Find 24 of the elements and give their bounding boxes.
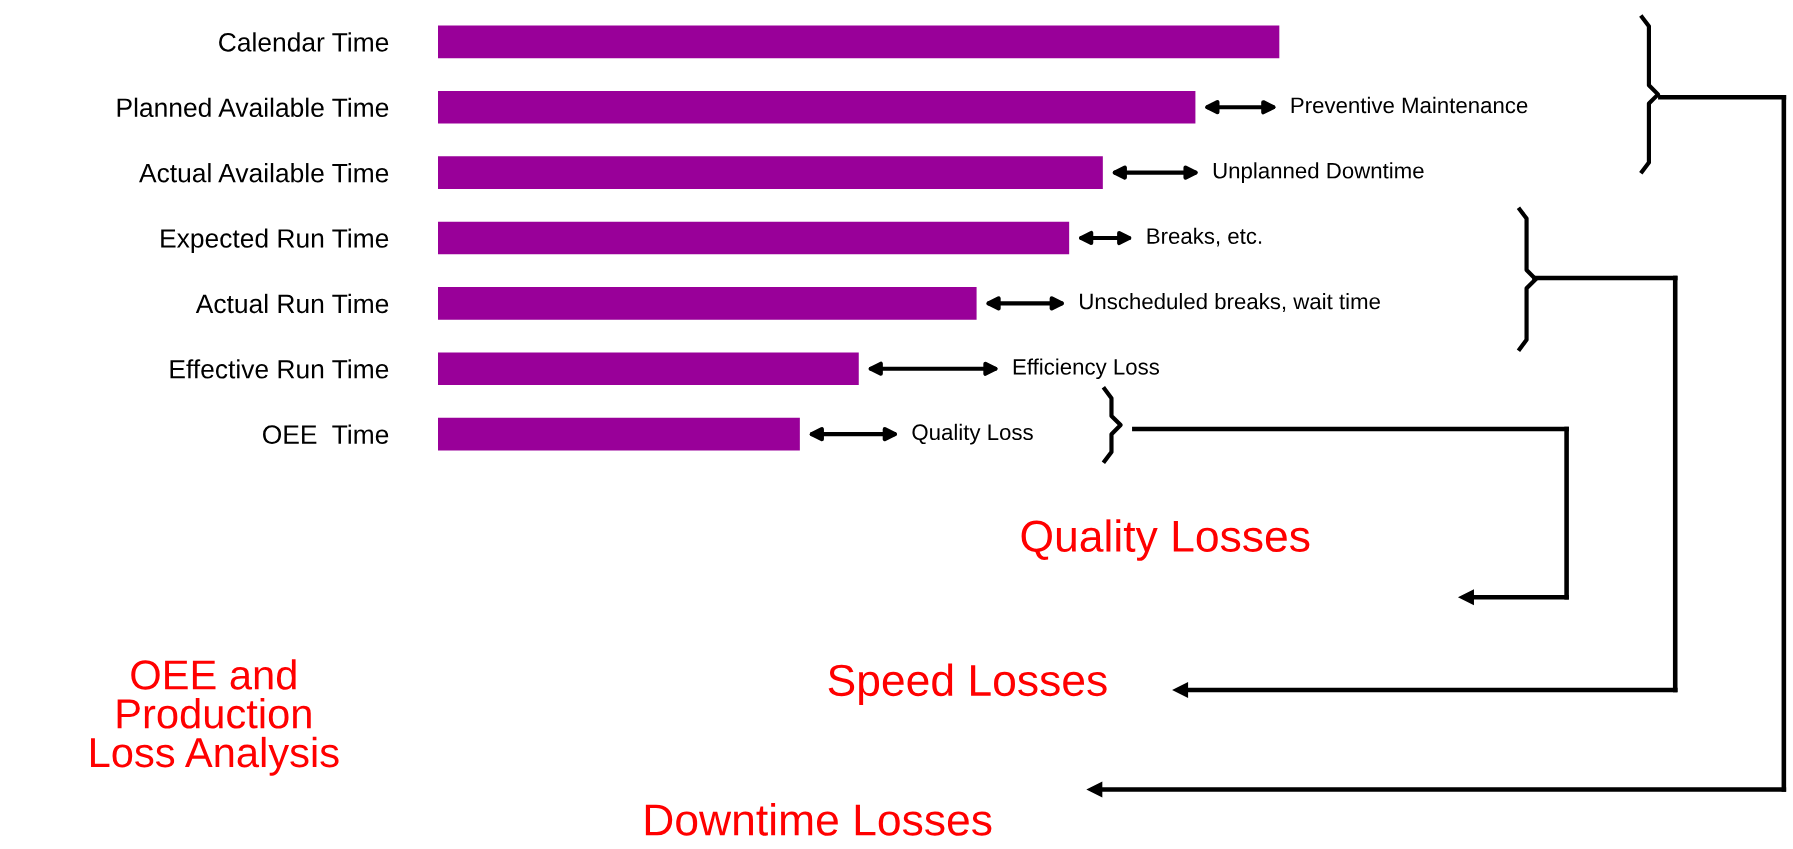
bar	[437, 417, 800, 451]
bar	[437, 287, 977, 320]
y-tick-label: Actual Available Time	[139, 163, 389, 183]
text: Preventive Maintenance	[1291, 96, 1528, 114]
annotation: Unscheduled breaks, wait time	[1080, 293, 1380, 312]
text: Speed Losses	[828, 663, 1107, 705]
y-tick-label: Actual Run Time	[195, 293, 389, 314]
y-tick-label: Effective Run Time	[170, 359, 389, 379]
y-tick-label: Planned Available Time	[117, 97, 389, 118]
text: Downtime Losses	[645, 803, 992, 836]
y-tick-label: Expected Run Time	[161, 228, 389, 254]
annotation: Unplanned Downtime	[1213, 162, 1424, 183]
bar	[437, 156, 1103, 189]
annotation: Efficiency Loss	[1013, 358, 1160, 380]
text: OEE and Production Loss Analysis	[91, 659, 339, 776]
annotation: Quality Loss	[912, 423, 1033, 445]
bar	[437, 352, 859, 386]
y-tick-label: Calendar Time	[219, 32, 389, 52]
text: Quality Losses	[1021, 519, 1310, 561]
bar	[437, 25, 1280, 59]
y-tick-label: OEE Time	[263, 424, 389, 444]
annotation: Breaks, etc.	[1147, 227, 1262, 247]
bar	[437, 221, 1070, 255]
bar	[437, 90, 1196, 124]
